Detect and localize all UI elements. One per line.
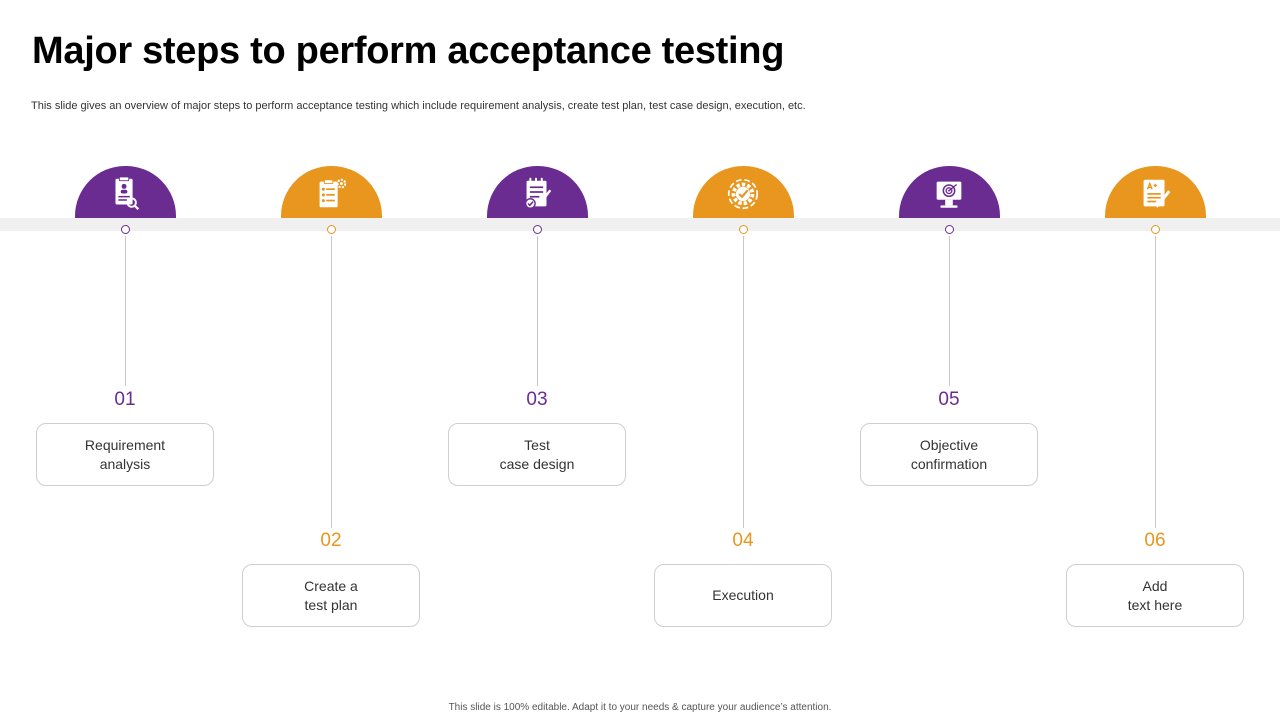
timeline-node-6: [1151, 225, 1160, 234]
timeline-band: [0, 218, 1280, 231]
timeline-node-1: [121, 225, 130, 234]
footer-note: This slide is 100% editable. Adapt it to…: [448, 702, 832, 713]
timeline-node-2: [327, 225, 336, 234]
step-number-6: 06: [1144, 530, 1166, 551]
connector-line-3: [537, 236, 538, 386]
timeline-node-4: [739, 225, 748, 234]
gear-check-icon: [727, 178, 759, 210]
step-dome-1: [75, 166, 176, 218]
step-number-1: 01: [114, 389, 136, 410]
connector-line-6: [1155, 236, 1156, 528]
connector-line-2: [331, 236, 332, 528]
page-title: Major steps to perform acceptance testin…: [32, 30, 785, 72]
clipboard-check-icon: [524, 177, 552, 209]
step-box-6: Add text here: [1066, 564, 1244, 627]
test-plan-checklist-icon: [319, 178, 347, 208]
graded-document-icon: [1143, 179, 1171, 208]
page-subtitle: This slide gives an overview of major st…: [31, 100, 806, 112]
connector-line-5: [949, 236, 950, 386]
connector-line-4: [743, 236, 744, 528]
timeline-node-5: [945, 225, 954, 234]
step-dome-4: [693, 166, 794, 218]
connector-line-1: [125, 236, 126, 386]
step-number-2: 02: [320, 530, 342, 551]
target-monitor-icon: [936, 181, 962, 208]
step-box-1: Requirement analysis: [36, 423, 214, 486]
timeline-node-3: [533, 225, 542, 234]
step-box-2: Create a test plan: [242, 564, 420, 627]
step-dome-2: [281, 166, 382, 218]
step-box-5: Objective confirmation: [860, 423, 1038, 486]
step-number-3: 03: [526, 389, 548, 410]
step-dome-6: [1105, 166, 1206, 218]
step-dome-3: [487, 166, 588, 218]
step-number-5: 05: [938, 389, 960, 410]
step-box-3: Test case design: [448, 423, 626, 486]
step-number-4: 04: [732, 530, 754, 551]
step-dome-5: [899, 166, 1000, 218]
requirement-document-icon: [115, 176, 140, 211]
step-box-4: Execution: [654, 564, 832, 627]
